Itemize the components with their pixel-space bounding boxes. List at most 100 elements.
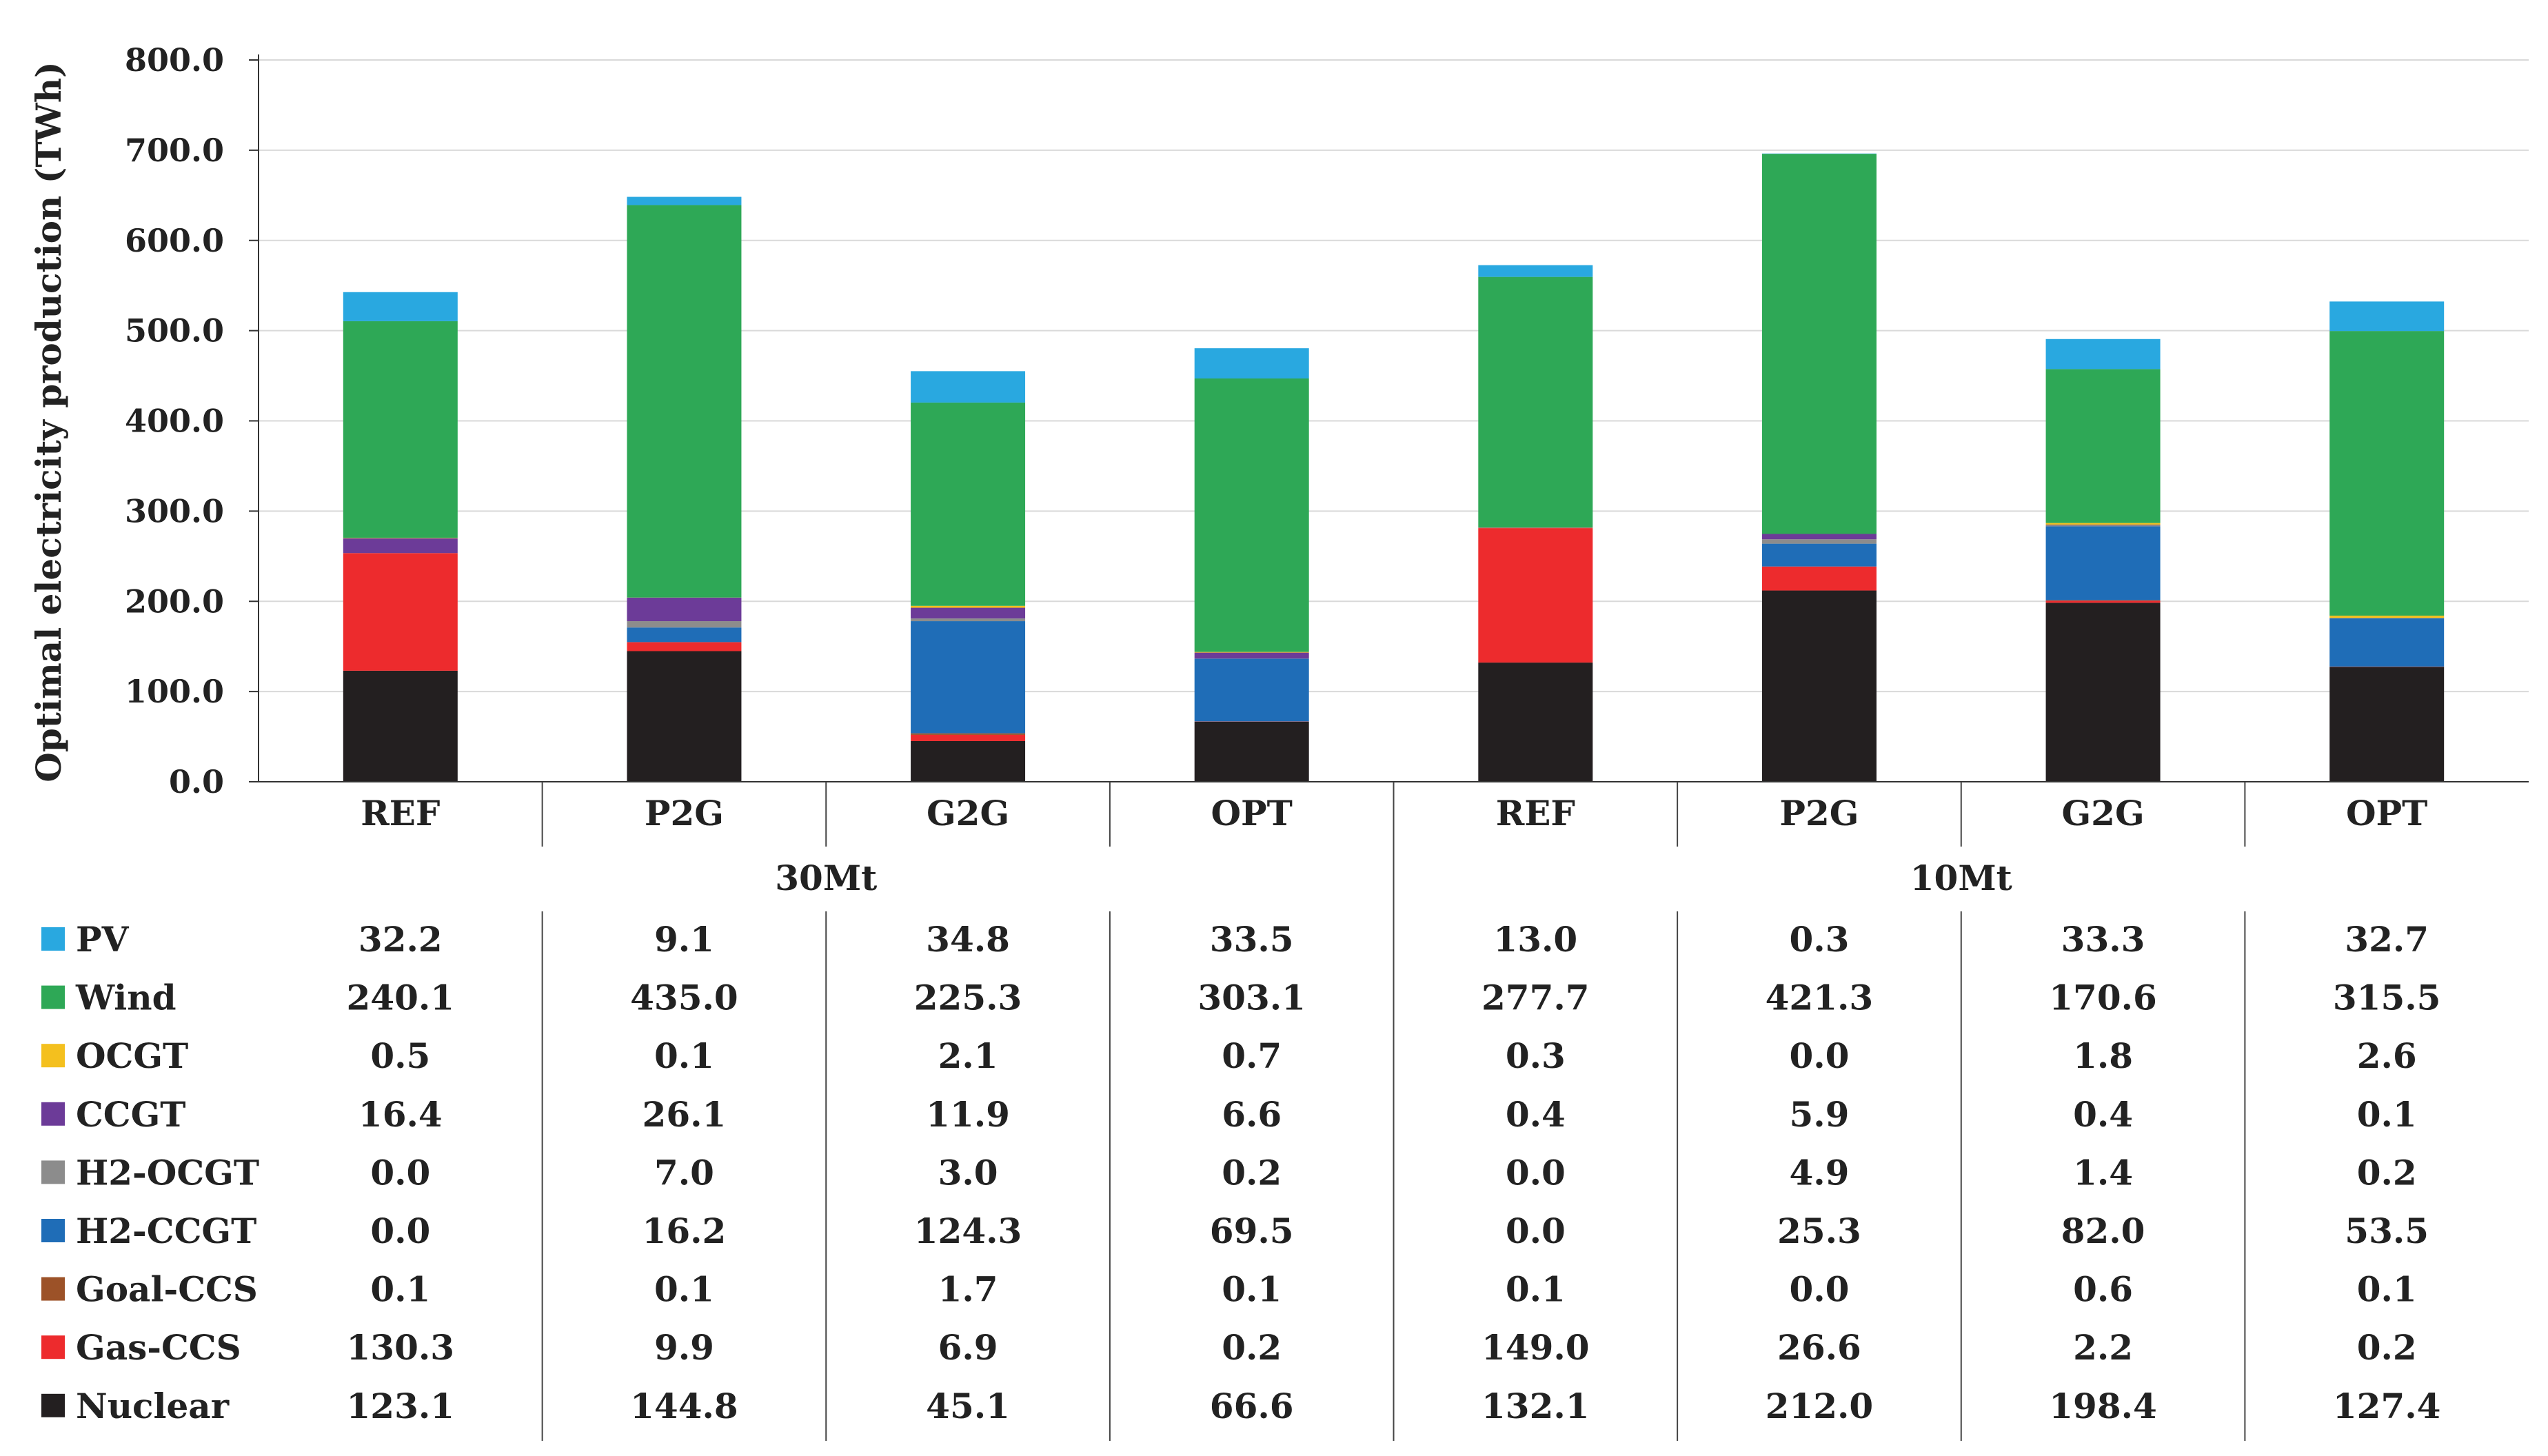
- legend-label-ccgt: CCGT: [76, 1094, 186, 1135]
- table-row-ccgt: CCGT 16.4 26.1 11.9 6.6 0.4 5.9 0.4 0.1: [41, 1094, 2417, 1135]
- y-tick-label: 200.0: [125, 583, 224, 620]
- gridlines: [259, 59, 2529, 693]
- table-cell: 130.3: [347, 1327, 455, 1368]
- table-cell: 123.1: [347, 1386, 455, 1426]
- bar-segment-wind: [911, 402, 1026, 606]
- bar-segment-gas-ccs: [1478, 528, 1593, 663]
- table-cell: 1.4: [2073, 1152, 2133, 1193]
- table-cell: 315.5: [2333, 978, 2441, 1018]
- table-cell: 212.0: [1766, 1386, 1874, 1426]
- table-cell: 16.2: [643, 1211, 727, 1251]
- bar-segment-ocgt: [2045, 523, 2161, 525]
- table-cell: 0.1: [1222, 1269, 1282, 1310]
- bar-segment-h2-ocgt: [627, 621, 742, 628]
- table-cell: 0.2: [2357, 1152, 2417, 1193]
- table-row-wind: Wind 240.1 435.0 225.3 303.1 277.7 421.3 170.6 3…: [41, 978, 2440, 1018]
- table-cell: 0.0: [1789, 1269, 1849, 1310]
- bar-segment-gas-ccs: [2045, 600, 2161, 603]
- category-label: P2G: [645, 793, 724, 833]
- table-cell: 124.3: [914, 1211, 1022, 1251]
- bar-segment-gas-ccs: [627, 642, 742, 651]
- table-cell: 435.0: [630, 978, 738, 1018]
- table-cell: 0.5: [370, 1035, 430, 1076]
- table-cell: 53.5: [2345, 1211, 2429, 1251]
- table-cell: 5.9: [1789, 1094, 1849, 1135]
- bar-segment-wind: [1478, 276, 1593, 528]
- table-cell: 0.2: [1222, 1327, 1282, 1368]
- table-cell: 0.1: [2357, 1094, 2417, 1135]
- bar-segment-pv: [911, 371, 1026, 403]
- y-tick-label: 800.0: [125, 41, 224, 79]
- table-cell: 127.4: [2333, 1386, 2441, 1426]
- bar-segment-goal-ccs: [2045, 600, 2161, 601]
- legend-label-h2-ocgt: H2-OCGT: [76, 1152, 259, 1193]
- legend-label-gas-ccs: Gas-CCS: [76, 1327, 241, 1368]
- table-cell: 421.3: [1766, 978, 1874, 1018]
- category-label: REF: [1496, 793, 1575, 833]
- table-cell: 0.3: [1789, 919, 1849, 960]
- category-label: P2G: [1779, 793, 1859, 833]
- data-table: PV 32.2 9.1 34.8 33.5 13.0 0.3 33.3 32.7 Wind 240.…: [41, 919, 2440, 1426]
- table-cell: 0.0: [370, 1211, 430, 1251]
- category-label: G2G: [927, 793, 1009, 833]
- table-cell: 9.9: [654, 1327, 714, 1368]
- table-cell: 1.8: [2073, 1035, 2133, 1076]
- table-cell: 26.1: [643, 1094, 727, 1135]
- legend-swatch-ccgt: [41, 1102, 65, 1126]
- category-label: REF: [361, 793, 440, 833]
- table-row-pv: PV 32.2 9.1 34.8 33.5 13.0 0.3 33.3 32.7: [41, 919, 2429, 960]
- table-cell: 0.0: [1506, 1152, 1566, 1193]
- legend-swatch-pv: [41, 927, 65, 951]
- table-cell: 13.0: [1493, 919, 1577, 960]
- table-cell: 0.1: [2357, 1269, 2417, 1310]
- bar-segment-h2-ccgt: [1761, 543, 1877, 567]
- bars: [343, 153, 2445, 782]
- bar-segment-gas-ccs: [911, 734, 1026, 741]
- legend-swatch-goal-ccs: [41, 1277, 65, 1301]
- table-cell: 25.3: [1777, 1211, 1861, 1251]
- bar-segment-ccgt: [911, 607, 1026, 619]
- bar-segment-gas-ccs: [343, 553, 458, 671]
- bar-segment-nuclear: [1761, 590, 1877, 782]
- category-label: OPT: [1211, 793, 1293, 833]
- y-tick-label: 100.0: [125, 673, 224, 710]
- legend-swatch-h2-ccgt: [41, 1219, 65, 1242]
- bar-segment-nuclear: [1478, 663, 1593, 782]
- table-cell: 2.2: [2073, 1327, 2133, 1368]
- table-cell: 0.1: [370, 1269, 430, 1310]
- table-cell: 240.1: [347, 978, 455, 1018]
- bar-segment-pv: [2329, 301, 2445, 332]
- table-cell: 7.0: [654, 1152, 714, 1193]
- group-labels: 30Mt 10Mt: [775, 858, 2012, 898]
- table-cell: 9.1: [654, 919, 714, 960]
- table-cell: 33.3: [2061, 919, 2145, 960]
- table-cell: 0.0: [1789, 1035, 1849, 1076]
- table-cell: 45.1: [926, 1386, 1010, 1426]
- table-cell: 2.6: [2357, 1035, 2417, 1076]
- category-labels: REF P2G G2G OPT REF P2G G2G OPT: [361, 782, 2427, 1441]
- table-cell: 198.4: [2049, 1386, 2157, 1426]
- y-tick-label: 500.0: [125, 312, 224, 350]
- table-cell: 0.6: [2073, 1269, 2133, 1310]
- table-cell: 69.5: [1210, 1211, 1294, 1251]
- table-cell: 3.0: [938, 1152, 998, 1193]
- y-tick-label: 600.0: [125, 222, 224, 259]
- y-tick-label: 400.0: [125, 403, 224, 440]
- bar-segment-nuclear: [2329, 667, 2445, 782]
- bar-segment-ccgt: [1478, 527, 1593, 528]
- legend-swatch-h2-ocgt: [41, 1160, 65, 1184]
- axes: [249, 54, 2529, 782]
- bar-segment-h2-ccgt: [911, 621, 1026, 734]
- table-row-nuclear: Nuclear 123.1 144.8 45.1 66.6 132.1 212.0 198.4…: [41, 1386, 2440, 1426]
- table-cell: 4.9: [1789, 1152, 1849, 1193]
- table-cell: 170.6: [2049, 978, 2157, 1018]
- bar-segment-h2-ocgt: [911, 618, 1026, 622]
- table-cell: 66.6: [1210, 1386, 1294, 1426]
- table-cell: 0.4: [1506, 1094, 1566, 1135]
- table-cell: 225.3: [914, 978, 1022, 1018]
- bar-segment-pv: [2045, 338, 2161, 370]
- bar-segment-nuclear: [911, 740, 1026, 782]
- bar-segment-wind: [627, 205, 742, 598]
- table-cell: 149.0: [1482, 1327, 1590, 1368]
- bar-segment-ocgt: [2329, 616, 2445, 618]
